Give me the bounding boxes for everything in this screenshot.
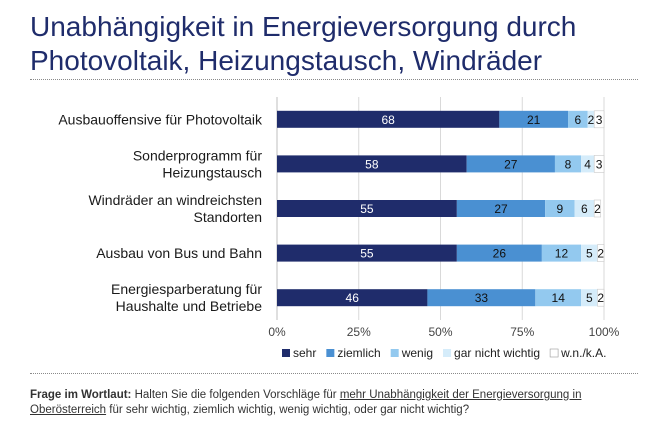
legend-swatch: [549, 348, 559, 358]
data-label: 68: [382, 113, 396, 127]
bar-segment: [587, 110, 595, 128]
data-label: 55: [360, 247, 374, 261]
data-label: 2: [588, 113, 595, 127]
data-label: 26: [493, 247, 507, 261]
bar-segment: [581, 155, 595, 173]
data-label: 12: [555, 247, 569, 261]
bar-segment: [427, 289, 536, 307]
data-label: 4: [584, 157, 591, 171]
legend-label: ziemlich: [337, 346, 380, 360]
data-label: 55: [360, 202, 374, 216]
bar-segment: [277, 244, 457, 262]
category-label: Windräder an windreichsten: [88, 192, 262, 208]
data-label: 6: [574, 113, 581, 127]
legend-label: sehr: [293, 346, 316, 360]
data-label: 8: [565, 157, 572, 171]
bar-segment: [597, 244, 605, 262]
bar-segment: [456, 244, 542, 262]
bar-segment: [574, 200, 595, 217]
x-tick-label: 50%: [428, 325, 452, 339]
legend-label: gar nicht wichtig: [454, 346, 540, 360]
legend-swatch: [282, 349, 290, 357]
x-tick-label: 100%: [589, 325, 620, 339]
data-label: 58: [365, 157, 379, 171]
legend-label: wenig: [401, 346, 433, 360]
category-label: Ausbau von Bus und Bahn: [96, 245, 262, 261]
category-label: Standorten: [194, 209, 263, 225]
data-label: 3: [596, 157, 603, 171]
footer-divider: [30, 373, 638, 374]
bar-segment: [545, 200, 575, 217]
bar-segment: [593, 110, 605, 129]
data-label: 2: [597, 247, 604, 261]
x-tick-label: 75%: [510, 325, 534, 339]
page-title: Unabhängigkeit in Energieversorgung durc…: [30, 10, 650, 78]
x-tick-label: 25%: [347, 325, 371, 339]
data-label: 5: [586, 247, 593, 261]
footnote-text-after: für sehr wichtig, ziemlich wichtig, weni…: [106, 404, 470, 416]
x-tick-label: 0%: [268, 325, 286, 339]
data-label: 9: [557, 202, 564, 216]
data-label: 6: [581, 202, 588, 216]
bar-segment: [277, 110, 500, 128]
legend-swatch: [390, 349, 399, 357]
category-label: Heizungstausch: [162, 164, 262, 180]
legend-swatch: [326, 349, 335, 357]
data-label: 5: [586, 291, 593, 305]
bar-segment: [466, 155, 555, 173]
category-label: Haushalte und Betriebe: [116, 298, 263, 314]
bar-segment: [581, 244, 598, 262]
data-label: 33: [475, 291, 489, 305]
bar-segment: [593, 155, 605, 173]
bar-segment: [277, 155, 467, 173]
category-label: Energiesparberatung für: [111, 281, 262, 297]
bar-segment: [277, 200, 457, 217]
bar-segment: [499, 110, 569, 128]
legend-swatch: [443, 349, 452, 357]
data-label: 14: [552, 291, 566, 305]
bar-segment: [541, 244, 582, 262]
bar-segment: [581, 289, 598, 307]
bar-segment: [597, 288, 605, 307]
footnote-lead: Frage im Wortlaut:: [30, 389, 132, 401]
data-label: 46: [346, 291, 360, 305]
question-footnote: Frage im Wortlaut: Halten Sie die folgen…: [30, 388, 640, 418]
footnote-underlined: mehr Unabhängigkeit der Energieversorgun…: [30, 389, 582, 416]
bar-segment: [277, 289, 428, 307]
title-line-2: Photovoltaik, Heizungstausch, Windräder: [30, 45, 543, 76]
bar-segment: [593, 199, 602, 218]
category-label: Sonderprogramm für: [133, 147, 263, 163]
title-line-1: Unabhängigkeit in Energieversorgung durc…: [30, 11, 577, 42]
bar-segment: [568, 110, 588, 128]
legend-label: w.n./k.A.: [560, 346, 606, 360]
data-label: 27: [504, 157, 518, 171]
data-label: 27: [494, 202, 508, 216]
bar-segment: [554, 155, 582, 173]
data-label: 3: [596, 113, 603, 127]
category-label: Ausbauoffensive für Photovoltaik: [58, 111, 263, 127]
title-divider: [30, 79, 638, 80]
bar-segment: [456, 200, 546, 217]
data-label: 2: [594, 202, 601, 216]
data-label: 2: [597, 291, 604, 305]
stacked-bar-chart: 0% 25% 50% 75% 100% Ausbauoffensive für Photo…: [58, 97, 620, 360]
footnote-text-before: Halten Sie die folgenden Vorschläge für: [131, 389, 340, 401]
bar-segment: [535, 289, 582, 307]
data-label: 21: [527, 113, 541, 127]
